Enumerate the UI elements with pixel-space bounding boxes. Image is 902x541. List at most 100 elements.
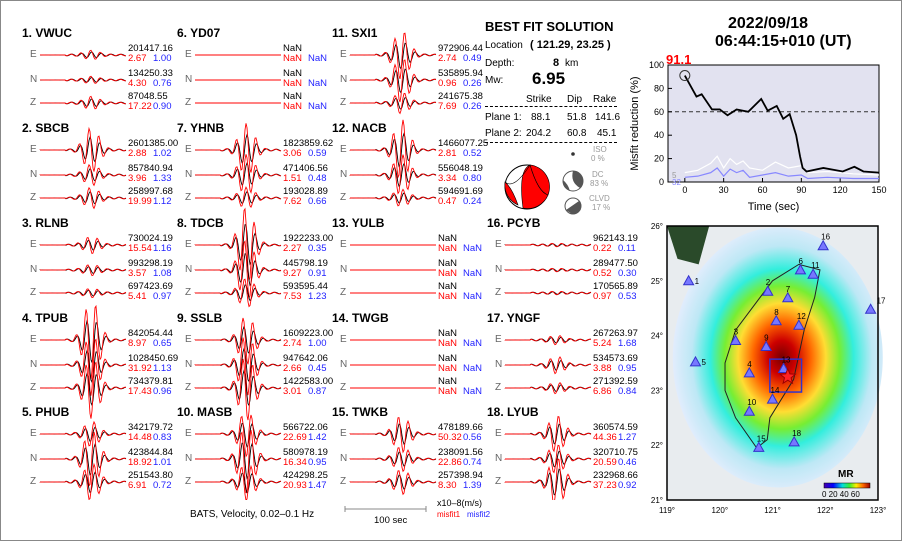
station-triangle-icon bbox=[766, 393, 779, 404]
amplitude-value: 594691.69 bbox=[438, 186, 483, 197]
component-label: N bbox=[30, 74, 38, 85]
misfit2-value: 1.68 bbox=[618, 338, 637, 349]
misfit2-value: 0.26 bbox=[463, 101, 482, 112]
amplitude-value: 320710.75 bbox=[593, 447, 638, 458]
component-label: E bbox=[185, 239, 192, 250]
component-label: N bbox=[495, 264, 503, 275]
station-label: 6. YD07 bbox=[177, 26, 221, 40]
y-tick-label: 60 bbox=[654, 107, 664, 117]
component-label: Z bbox=[340, 382, 347, 393]
amplitude-value: 972906.44 bbox=[438, 43, 483, 54]
misfit1-value: 6.86 bbox=[593, 386, 612, 397]
component-label: Z bbox=[185, 476, 192, 487]
component-label: E bbox=[340, 144, 347, 155]
component-label: E bbox=[185, 144, 192, 155]
synthetic-trace bbox=[39, 163, 127, 187]
misfit1-value: 2.66 bbox=[283, 363, 302, 374]
component-label: N bbox=[340, 264, 348, 275]
component-label: N bbox=[30, 169, 38, 180]
amplitude-value: 251543.80 bbox=[128, 470, 173, 481]
lon-tick-label: 122° bbox=[817, 506, 834, 515]
location-label: Location bbox=[485, 40, 523, 51]
station-id: 17 bbox=[877, 296, 886, 305]
misfit1-value: 5.24 bbox=[593, 338, 612, 349]
station-label: 17. YNGF bbox=[487, 311, 541, 325]
misfit1-value: 2.27 bbox=[283, 243, 302, 254]
amplitude-value: 87048.55 bbox=[128, 91, 168, 102]
divider bbox=[485, 106, 617, 107]
misfit2-value: 0.95 bbox=[308, 457, 327, 468]
component-label: E bbox=[185, 334, 192, 345]
synthetic-trace bbox=[194, 123, 281, 173]
amplitude-value: 1028450.69 bbox=[128, 353, 179, 364]
misfit1-value: 2.81 bbox=[438, 148, 457, 159]
amplitude-value: NaN bbox=[438, 281, 458, 292]
station-label: 2. SBCB bbox=[22, 121, 70, 135]
amplitude-value: 232968.66 bbox=[593, 470, 638, 481]
iso-label: ISO bbox=[593, 145, 607, 154]
misfit1-value: 3.88 bbox=[593, 363, 612, 374]
misfit1-value: 9.27 bbox=[283, 268, 302, 279]
amplitude-value: 697423.69 bbox=[128, 281, 173, 292]
misfit2-value: 0.72 bbox=[153, 480, 172, 491]
station-triangle-icon bbox=[761, 285, 774, 296]
station-label: 7. YHNB bbox=[177, 121, 225, 135]
component-label: N bbox=[30, 359, 38, 370]
amplitude-value: 842054.44 bbox=[128, 328, 173, 339]
misfit2-value: 0.56 bbox=[463, 432, 482, 443]
synthetic-trace bbox=[349, 32, 437, 80]
plane1-strike: 88.1 bbox=[531, 112, 551, 123]
misfit2-value: 0.49 bbox=[463, 53, 482, 64]
station-label: 18. LYUB bbox=[487, 405, 539, 419]
plane1-dip: 51.8 bbox=[567, 112, 587, 123]
lat-tick-label: 22° bbox=[651, 441, 663, 450]
component-label: N bbox=[340, 169, 348, 180]
amplitude-value: 170565.89 bbox=[593, 281, 638, 292]
station-triangle-icon bbox=[729, 334, 742, 346]
misfit2-value: 0.65 bbox=[153, 338, 172, 349]
waveforms bbox=[39, 32, 592, 500]
plane2-label: Plane 2: bbox=[485, 128, 522, 139]
misfit2-value: NaN bbox=[308, 101, 328, 112]
synthetic-trace bbox=[194, 154, 281, 195]
component-label: Z bbox=[340, 476, 347, 487]
colorbar bbox=[823, 482, 871, 489]
amplitude-value: 1609223.00 bbox=[283, 328, 334, 339]
y-tick-label: 40 bbox=[654, 130, 664, 140]
component-label: N bbox=[185, 169, 193, 180]
synthetic-trace bbox=[194, 207, 282, 281]
misfit2-value: 0.74 bbox=[463, 457, 482, 468]
component-label: Z bbox=[495, 382, 502, 393]
misfit2-value: 1.47 bbox=[308, 480, 327, 491]
component-label: Z bbox=[495, 476, 502, 487]
lon-tick-label: 121° bbox=[764, 506, 781, 515]
station-label: 14. TWGB bbox=[332, 311, 389, 325]
time-scale-bar bbox=[344, 506, 427, 512]
y-tick-label: 100 bbox=[649, 60, 664, 70]
amplitude-value: 534573.69 bbox=[593, 353, 638, 364]
lat-tick-label: 25° bbox=[651, 277, 663, 286]
station-triangle-icon bbox=[793, 319, 805, 330]
misfit1-value: 0.96 bbox=[438, 78, 457, 89]
amplitude-value: 238091.56 bbox=[438, 447, 483, 458]
component-label: N bbox=[340, 453, 348, 464]
synthetic-trace bbox=[39, 431, 127, 487]
station-label: 1. VWUC bbox=[22, 26, 73, 40]
amplitude-value: 593595.44 bbox=[283, 281, 328, 292]
filter-label: BATS, Velocity, 0.02–0.1 Hz bbox=[190, 509, 315, 520]
misfit1-value: NaN bbox=[283, 53, 303, 64]
station-triangle-icon bbox=[743, 405, 756, 416]
misfit1-value: 0.47 bbox=[438, 196, 457, 207]
lon-tick-label: 123° bbox=[870, 506, 887, 515]
synthetic-trace bbox=[40, 264, 127, 277]
misfit1-value: 7.62 bbox=[283, 196, 302, 207]
clvd-ball-icon bbox=[564, 197, 582, 215]
synthetic-trace bbox=[194, 414, 282, 458]
station-label: 12. NACB bbox=[332, 121, 387, 135]
station-id: 1 bbox=[695, 277, 700, 286]
component-label: N bbox=[185, 359, 193, 370]
y-tick-label: 80 bbox=[654, 83, 664, 93]
lat-tick-label: 23° bbox=[651, 386, 663, 395]
station-id: 6 bbox=[798, 257, 803, 266]
misfit1-value: 3.01 bbox=[283, 386, 302, 397]
